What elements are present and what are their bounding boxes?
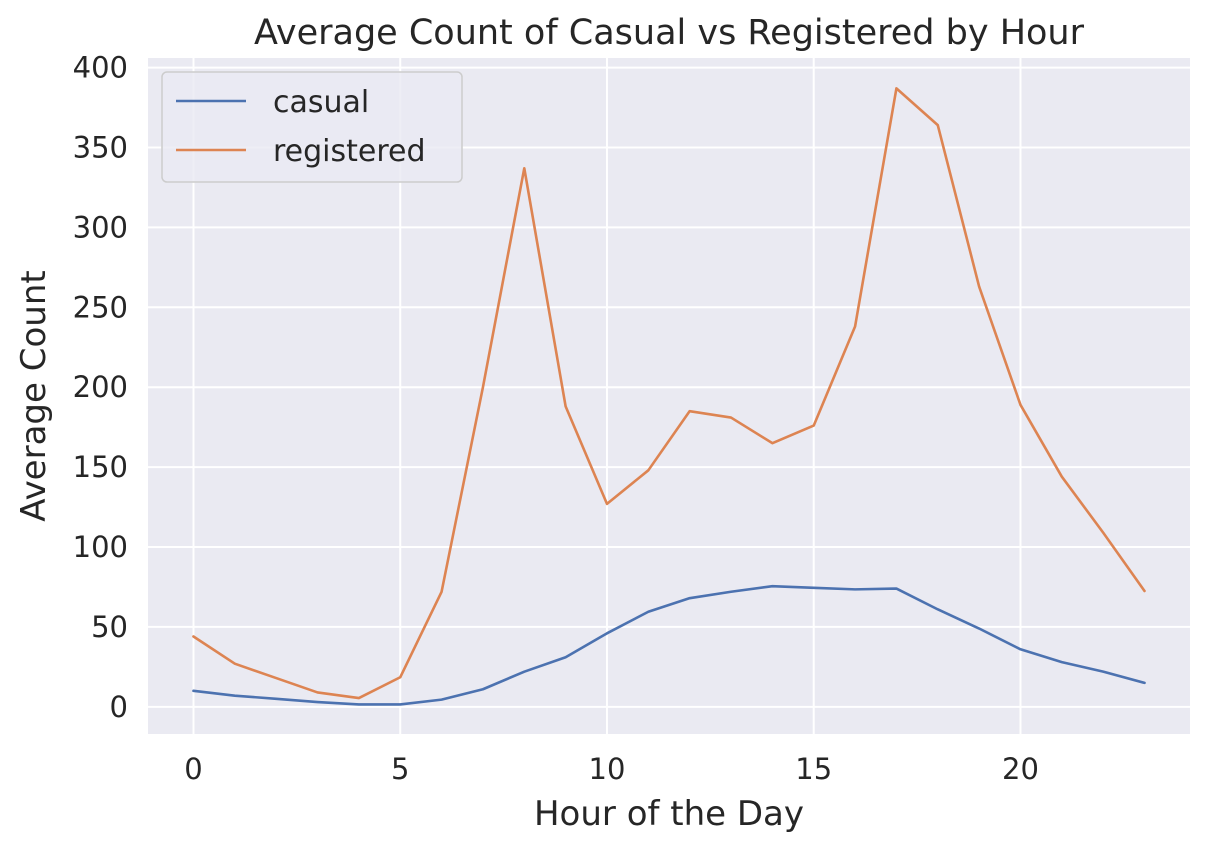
y-tick-label: 350 xyxy=(73,130,128,164)
series-line-casual xyxy=(192,584,1146,706)
y-tick-label: 200 xyxy=(73,370,128,404)
x-axis-label: Hour of the Day xyxy=(534,794,804,834)
legend-label-casual: casual xyxy=(273,85,369,120)
x-tick-label: 0 xyxy=(184,752,202,786)
x-tick-label: 15 xyxy=(795,752,832,786)
y-tick-label: 150 xyxy=(73,450,128,484)
y-tick-label: 0 xyxy=(110,690,128,724)
chart-title: Average Count of Casual vs Registered by… xyxy=(254,13,1085,53)
y-tick-label: 400 xyxy=(73,51,128,85)
x-tick-label: 10 xyxy=(589,752,626,786)
y-axis-label: Average Count xyxy=(14,270,54,521)
y-tick-label: 50 xyxy=(91,610,128,644)
series-lines xyxy=(192,87,1146,706)
grid xyxy=(148,58,1190,734)
y-tick-label: 250 xyxy=(73,290,128,324)
y-tick-labels: 0 50 100 150 200 250 300 350 400 xyxy=(73,51,128,724)
y-tick-label: 300 xyxy=(73,210,128,244)
x-tick-labels: 0 5 10 15 20 xyxy=(184,752,1039,786)
y-tick-label: 100 xyxy=(73,530,128,564)
legend: casual registered xyxy=(161,71,463,183)
legend-box xyxy=(161,71,463,183)
x-tick-label: 20 xyxy=(1002,752,1039,786)
x-tick-label: 5 xyxy=(391,752,409,786)
legend-label-registered: registered xyxy=(273,134,426,169)
series-line-registered xyxy=(192,87,1146,700)
